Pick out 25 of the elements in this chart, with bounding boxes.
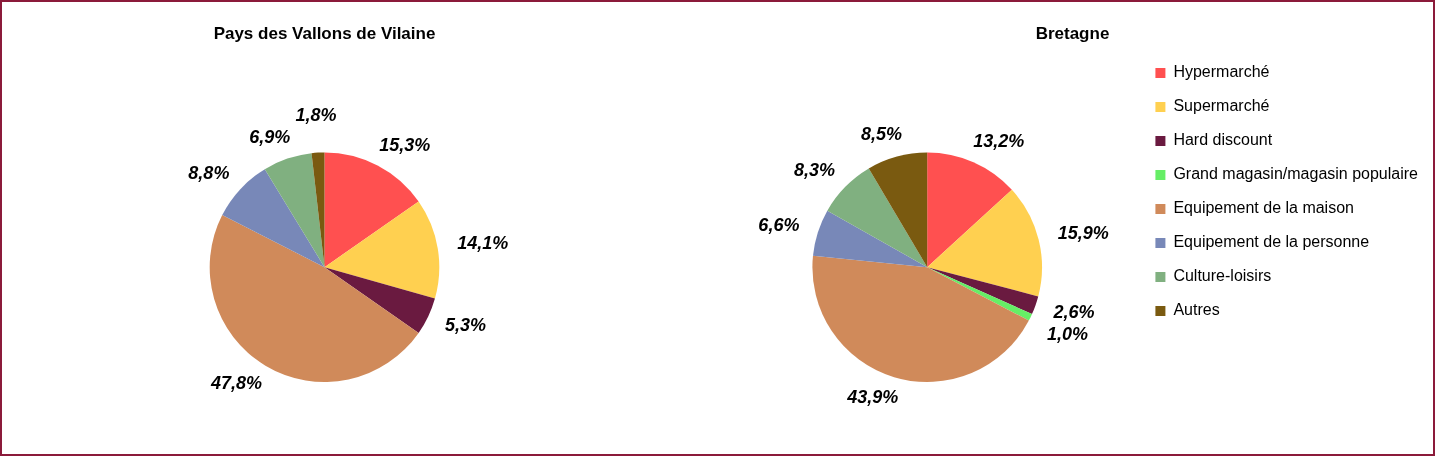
legend-label: Equipement de la maison xyxy=(1173,199,1354,217)
legend-label: Supermarché xyxy=(1173,97,1270,115)
legend-label: Grand magasin/magasin populaire xyxy=(1173,165,1419,183)
legend-label: Autres xyxy=(1173,301,1220,319)
data-label: 1,8% xyxy=(295,104,337,125)
legend-label: Hard discount xyxy=(1173,131,1273,149)
data-label: 8,8% xyxy=(188,163,230,184)
data-label: 6,6% xyxy=(758,214,800,235)
data-label: 15,9% xyxy=(1057,223,1109,244)
data-label: 13,2% xyxy=(973,130,1025,151)
data-label: 14,1% xyxy=(457,233,509,254)
data-label: 43,9% xyxy=(846,387,899,408)
data-label: 8,3% xyxy=(793,160,835,181)
legend-label: Equipement de la personne xyxy=(1173,233,1370,251)
data-label: 6,9% xyxy=(249,126,291,147)
chart-title: Bretagne xyxy=(1035,23,1110,43)
data-label: 15,3% xyxy=(379,134,431,155)
chart-title: Pays des Vallons de Vilaine xyxy=(213,23,436,43)
legend-label: Hypermarché xyxy=(1173,63,1270,81)
data-label: 2,6% xyxy=(1052,301,1095,322)
legend-label: Culture-loisirs xyxy=(1173,267,1272,285)
data-label: 5,3% xyxy=(444,314,486,335)
data-label: 47,8% xyxy=(209,373,262,394)
data-label: 8,5% xyxy=(860,124,902,145)
data-label: 1,0% xyxy=(1047,323,1089,344)
